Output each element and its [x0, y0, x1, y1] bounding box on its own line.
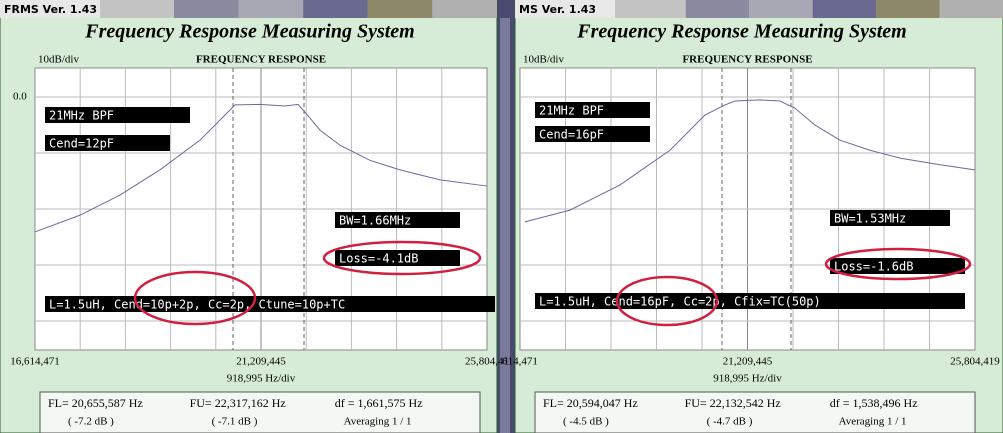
scale-label: 10dB/div	[523, 54, 564, 66]
label-box	[535, 102, 650, 118]
window-title: Frequency Response Measuring System	[84, 21, 414, 43]
readout-fu: FU= 22,132,542 Hz	[685, 396, 781, 410]
label-text: 21MHz BPF	[49, 109, 114, 123]
title-bar-text: FRMS Ver. 1.43	[4, 3, 97, 16]
title-bar-block	[238, 0, 304, 18]
title-bar-block	[939, 0, 1003, 18]
title-bar-block	[685, 0, 750, 18]
readout-averaging: Averaging 1 / 1	[344, 416, 412, 428]
x-left-label: 16,614,471	[10, 356, 60, 368]
window: FRMS Ver. 1.43 Frequency Response Measuri…	[0, 0, 509, 433]
scale-label: 10dB/div	[38, 54, 79, 66]
plot-title: FREQUENCY RESPONSE	[682, 54, 812, 66]
x-center-label: 21,209,445	[723, 356, 773, 368]
label-text: L=1.5uH, Cend=10p+2p, Cc=2p, Ctune=10p+T…	[49, 298, 345, 312]
label-box	[335, 212, 460, 228]
label-text: Cend=12pF	[49, 137, 114, 151]
plot-title: FREQUENCY RESPONSE	[196, 54, 326, 66]
title-bar-block	[812, 0, 877, 18]
highlight-ellipse	[824, 247, 972, 281]
label-box	[335, 250, 460, 266]
x-div-label: 918,995 Hz/div	[713, 373, 782, 385]
readout-averaging: Averaging 1 / 1	[839, 416, 907, 428]
readout-fu: FU= 22,317,162 Hz	[190, 396, 286, 410]
title-bar-text: MS Ver. 1.43	[519, 3, 596, 16]
title-bar-label-bg	[515, 0, 615, 18]
label-box	[45, 107, 190, 123]
readout-fl: FL= 20,594,047 Hz	[543, 396, 638, 410]
x-center-label: 21,209,445	[236, 356, 286, 368]
label-text: BW=1.53MHz	[834, 212, 906, 226]
response-curve	[34, 103, 488, 233]
label-box	[45, 296, 495, 312]
label-text: Cend=16pF	[539, 128, 604, 142]
label-text: 21MHz BPF	[539, 104, 604, 118]
label-box	[830, 210, 950, 226]
title-bar-block	[876, 0, 940, 18]
readout-df: df = 1,661,575 Hz	[335, 396, 423, 410]
scrollbar	[500, 18, 510, 433]
readout-fu-db: ( -4.7 dB )	[707, 416, 753, 428]
title-bar-block	[749, 0, 813, 18]
title-bar-block	[173, 0, 239, 18]
title-bar-block	[367, 0, 433, 18]
label-text: Loss=-4.1dB	[339, 252, 418, 266]
title-bar-label-bg	[0, 0, 100, 18]
label-text: Loss=-1.6dB	[834, 260, 913, 274]
readout-fl: FL= 20,655,587 Hz	[48, 396, 143, 410]
response-curve	[524, 99, 976, 223]
label-box	[830, 258, 965, 274]
x-right-label: 25,804,41	[465, 356, 509, 368]
window: MS Ver. 1.43 Frequency Response Measuring…	[502, 0, 1003, 433]
x-right-label: 25,804,419	[950, 356, 1000, 368]
highlight-ellipse	[615, 275, 719, 327]
readout-fl-db: ( -4.5 dB )	[563, 416, 609, 428]
label-text: BW=1.66MHz	[339, 214, 411, 228]
readout-fu-db: ( -7.1 dB )	[212, 416, 258, 428]
label-box	[535, 293, 965, 309]
readout-df: df = 1,538,496 Hz	[830, 396, 918, 410]
window-title: Frequency Response Measuring System	[576, 21, 906, 43]
label-box	[45, 135, 170, 151]
ref-level: 0.0	[13, 91, 27, 103]
title-bar-block	[432, 0, 497, 18]
x-left-label: 614,471	[502, 356, 538, 368]
label-box	[535, 126, 650, 142]
highlight-ellipse	[322, 240, 482, 276]
title-bar-block	[303, 0, 368, 18]
highlight-ellipse	[133, 270, 257, 326]
readout-box	[534, 391, 976, 433]
readout-box	[39, 391, 481, 433]
x-div-label: 918,995 Hz/div	[227, 373, 296, 385]
readout-fl-db: ( -7.2 dB )	[68, 416, 114, 428]
label-text: L=1.5uH, Cend=16pF, Cc=2p, Cfix=TC(50p)	[539, 295, 821, 309]
